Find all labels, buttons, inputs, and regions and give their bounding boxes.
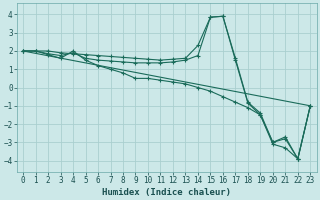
X-axis label: Humidex (Indice chaleur): Humidex (Indice chaleur) [102,188,231,197]
